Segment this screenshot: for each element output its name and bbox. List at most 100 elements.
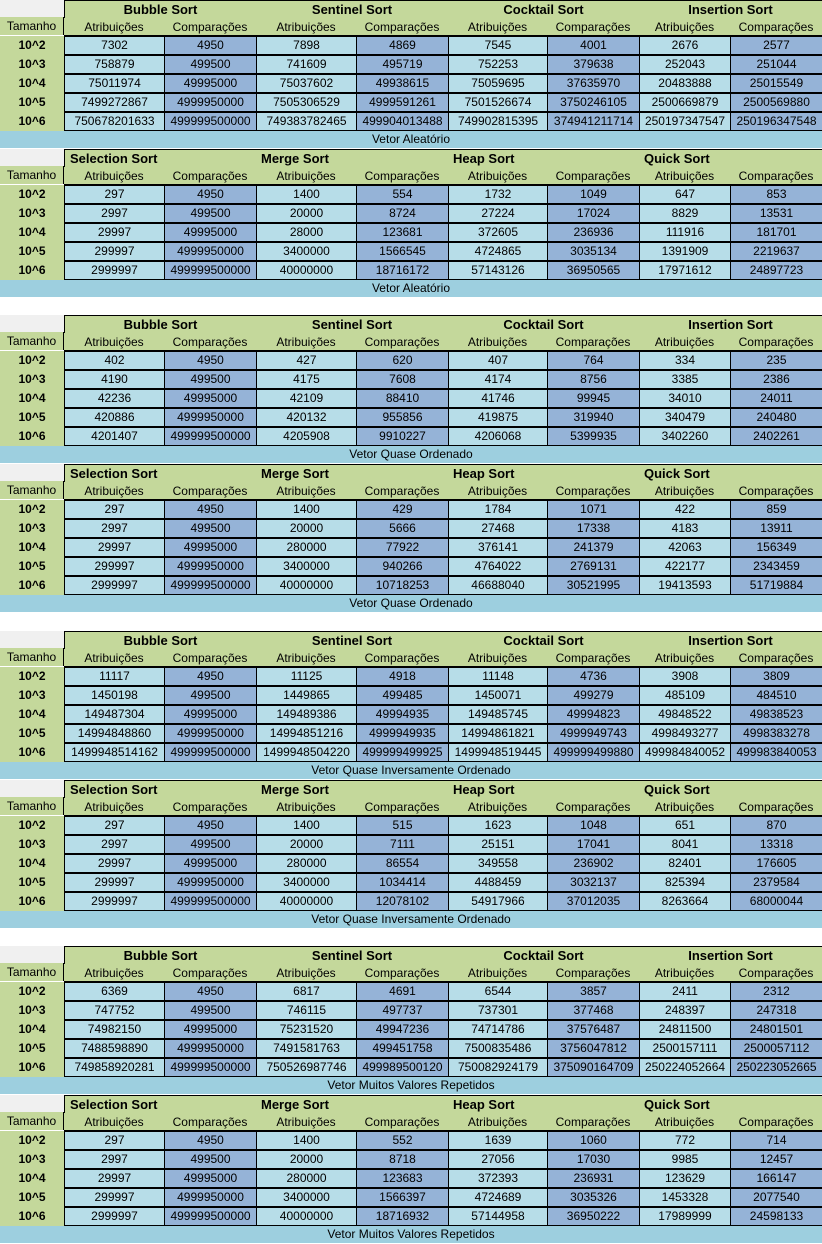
table-cell: 2999997 <box>64 576 165 595</box>
size-label: 10^3 <box>0 55 64 74</box>
table-cell: 4190 <box>64 370 165 389</box>
size-column-header: Tamanho <box>0 17 64 35</box>
table-cell: 297 <box>64 185 165 204</box>
assignments-header: Atribuições <box>256 649 356 667</box>
comparisons-header: Comparações <box>730 798 822 816</box>
size-label: 10^3 <box>0 519 64 538</box>
algorithm-header: Selection Sort <box>64 1095 256 1113</box>
table-caption: Vetor Quase Ordenado <box>0 446 822 463</box>
table-cell: 86554 <box>356 854 449 873</box>
table-cell: 422 <box>639 500 731 519</box>
table-cell: 3402260 <box>639 427 731 446</box>
table-cell: 29997 <box>64 538 165 557</box>
table-cell: 250196347548 <box>730 112 822 131</box>
assignments-header: Atribuições <box>639 964 730 982</box>
table-cell: 9910227 <box>356 427 449 446</box>
algorithm-header: Insertion Sort <box>639 0 822 18</box>
table-cell: 420132 <box>256 408 357 427</box>
size-label: 10^2 <box>0 500 64 519</box>
table-cell: 1639 <box>448 1131 548 1150</box>
table-cell: 3400000 <box>256 242 357 261</box>
table-cell: 7505306529 <box>256 93 357 112</box>
table-cell: 1450198 <box>64 686 165 705</box>
size-column-header: Tamanho <box>0 648 64 666</box>
table-cell: 37012035 <box>547 892 640 911</box>
algorithm-header: Quick Sort <box>639 464 822 482</box>
table-cell: 2997 <box>64 204 165 223</box>
size-label: 10^2 <box>0 36 64 55</box>
size-label: 10^6 <box>0 1058 64 1077</box>
comparisons-header: Comparações <box>164 798 256 816</box>
table-cell: 299997 <box>64 242 165 261</box>
size-label: 10^6 <box>0 743 64 762</box>
algorithm-header: Selection Sort <box>64 464 256 482</box>
table-cell: 499500 <box>164 370 257 389</box>
table-cell: 7111 <box>356 835 449 854</box>
table-cell: 2577 <box>730 36 822 55</box>
table-cell: 4691 <box>356 982 449 1001</box>
results-table-4: Tamanho Selection Sort Merge Sort Heap Sort… <box>0 464 822 613</box>
algorithm-header: Heap Sort <box>448 464 639 482</box>
table-cell: 4999950000 <box>164 242 257 261</box>
table-cell: 2999997 <box>64 892 165 911</box>
table-cell: 499999500000 <box>164 743 257 762</box>
table-cell: 6817 <box>256 982 357 1001</box>
table-cell: 37576487 <box>547 1020 640 1039</box>
table-cell: 1400 <box>256 185 357 204</box>
assignments-header: Atribuições <box>64 964 164 982</box>
table-cell: 3400000 <box>256 557 357 576</box>
assignments-header: Atribuições <box>64 482 164 500</box>
table-cell: 75037602 <box>256 74 357 93</box>
table-cell: 379638 <box>547 55 640 74</box>
table-caption: Vetor Muitos Valores Repetidos <box>0 1226 822 1243</box>
table-cell: 4998383278 <box>730 724 822 743</box>
algorithm-header: Bubble Sort <box>64 315 256 333</box>
comparisons-header: Comparações <box>730 167 822 185</box>
table-cell: 247318 <box>730 1001 822 1020</box>
size-column-header: Tamanho <box>0 481 64 499</box>
algorithm-header: Cocktail Sort <box>448 315 639 333</box>
table-cell: 25151 <box>448 835 548 854</box>
size-label: 10^4 <box>0 705 64 724</box>
comparisons-header: Comparações <box>164 649 256 667</box>
results-table-5: Tamanho Bubble Sort Sentinel Sort Cocktail … <box>0 631 822 780</box>
table-cell: 497737 <box>356 1001 449 1020</box>
comparisons-header: Comparações <box>547 1113 639 1131</box>
size-label: 10^4 <box>0 1020 64 1039</box>
table-cell: 236931 <box>547 1169 640 1188</box>
table-cell: 236936 <box>547 223 640 242</box>
table-cell: 1499948519445 <box>448 743 548 762</box>
assignments-header: Atribuições <box>256 1113 356 1131</box>
table-cell: 2999997 <box>64 1207 165 1226</box>
table-cell: 1450071 <box>448 686 548 705</box>
table-cell: 499999499880 <box>547 743 640 762</box>
table-cell: 4950 <box>164 1131 257 1150</box>
table-cell: 6544 <box>448 982 548 1001</box>
algorithm-header: Heap Sort <box>448 149 639 167</box>
table-cell: 4950 <box>164 816 257 835</box>
table-cell: 427 <box>256 351 357 370</box>
table-cell: 74982150 <box>64 1020 165 1039</box>
table-cell: 4724865 <box>448 242 548 261</box>
table-cell: 376141 <box>448 538 548 557</box>
table-cell: 13531 <box>730 204 822 223</box>
table-cell: 9985 <box>639 1150 731 1169</box>
algorithm-header: Selection Sort <box>64 780 256 798</box>
size-label: 10^4 <box>0 74 64 93</box>
table-cell: 340479 <box>639 408 731 427</box>
size-label: 10^3 <box>0 370 64 389</box>
table-cell: 499500 <box>164 835 257 854</box>
table-cell: 166147 <box>730 1169 822 1188</box>
table-cell: 54917966 <box>448 892 548 911</box>
table-cell: 2411 <box>639 982 731 1001</box>
table-cell: 2500057112 <box>730 1039 822 1058</box>
table-cell: 429 <box>356 500 449 519</box>
table-cell: 57143126 <box>448 261 548 280</box>
table-cell: 88410 <box>356 389 449 408</box>
table-cell: 3400000 <box>256 873 357 892</box>
table-cell: 4175 <box>256 370 357 389</box>
table-cell: 156349 <box>730 538 822 557</box>
table-cell: 8829 <box>639 204 731 223</box>
algorithm-header: Heap Sort <box>448 780 639 798</box>
table-cell: 40000000 <box>256 261 357 280</box>
